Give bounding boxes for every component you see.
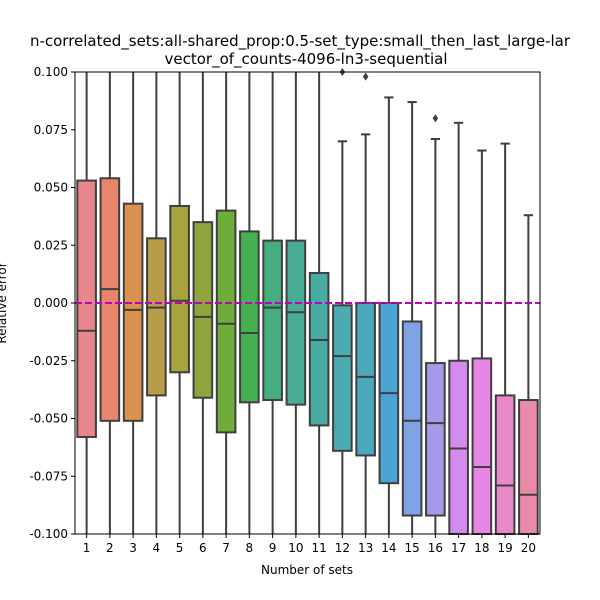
x-tick-label: 15 — [404, 541, 419, 555]
x-tick-label: 1 — [83, 541, 91, 555]
box-body — [262, 239, 283, 402]
x-axis-label: Number of sets — [261, 563, 353, 577]
box-body — [308, 271, 330, 427]
box-body — [76, 179, 97, 438]
box-9 — [262, 72, 283, 534]
y-tick-label: 0.100 — [34, 65, 68, 79]
chart-title-line1: n-correlated_sets:all-shared_prop:0.5-se… — [30, 32, 571, 51]
x-axis: 1 2 3 4 5 6 7 8 9 10 11 12 13 14 15 16 17 18 19 20 — [83, 534, 536, 555]
box-17 — [448, 121, 469, 535]
box-body — [146, 237, 167, 397]
y-tick-label: -0.075 — [29, 469, 68, 483]
box-11 — [308, 72, 330, 534]
y-tick-label: -0.050 — [29, 412, 68, 426]
y-tick-label: 0.025 — [34, 238, 68, 252]
x-tick-label: 12 — [335, 541, 350, 555]
box-12 — [332, 68, 353, 534]
box-body — [425, 362, 446, 517]
box-3 — [122, 72, 144, 534]
x-tick-label: 18 — [474, 541, 489, 555]
x-tick-label: 10 — [288, 541, 303, 555]
x-tick-label: 4 — [153, 541, 161, 555]
chart-title-line2: vector_of_counts-4096-ln3-sequential — [164, 50, 447, 69]
y-tick-label: -0.100 — [29, 527, 68, 541]
box-body — [122, 202, 144, 422]
box-5 — [169, 72, 190, 534]
x-tick-label: 3 — [129, 541, 137, 555]
plot-area — [74, 68, 541, 535]
box-20 — [518, 214, 539, 535]
box-2 — [99, 72, 121, 534]
box-body — [518, 399, 539, 535]
box-body — [169, 204, 190, 374]
box-body — [401, 320, 423, 517]
box-6 — [192, 72, 214, 534]
x-tick-label: 8 — [246, 541, 254, 555]
x-tick-label: 14 — [381, 541, 396, 555]
box-body — [99, 177, 121, 422]
box-body — [448, 359, 469, 535]
x-tick-label: 17 — [451, 541, 466, 555]
y-tick-label: -0.025 — [29, 354, 68, 368]
y-tick-label: 0.075 — [34, 123, 68, 137]
outlier-point — [362, 72, 369, 81]
x-tick-label: 13 — [358, 541, 373, 555]
y-tick-label: 0.000 — [34, 296, 68, 310]
box-body — [285, 239, 307, 406]
box-body — [494, 394, 516, 535]
x-tick-label: 5 — [176, 541, 184, 555]
box-18 — [471, 149, 493, 535]
y-tick-label: 0.050 — [34, 181, 68, 195]
box-10 — [285, 72, 307, 534]
box-body — [239, 230, 260, 404]
box-body — [471, 357, 493, 535]
box-body — [192, 221, 214, 399]
x-tick-label: 9 — [269, 541, 277, 555]
y-axis-label: Relative error — [0, 262, 9, 343]
y-axis: 0.100 0.075 0.050 0.025 0.000 -0.025 -0.050 -0.… — [29, 65, 75, 541]
box-body — [332, 304, 353, 452]
box-1 — [76, 72, 97, 534]
box-8 — [239, 72, 260, 534]
x-tick-label: 11 — [311, 541, 326, 555]
x-tick-label: 19 — [497, 541, 512, 555]
box-16 — [425, 114, 446, 534]
box-14 — [378, 96, 400, 534]
box-15 — [401, 101, 423, 534]
x-tick-label: 7 — [222, 541, 230, 555]
x-tick-label: 16 — [428, 541, 443, 555]
box-body — [215, 209, 237, 434]
box-4 — [146, 72, 167, 534]
outlier-point — [432, 114, 439, 123]
box-19 — [494, 142, 516, 535]
x-tick-label: 20 — [521, 541, 536, 555]
x-tick-label: 6 — [199, 541, 207, 555]
box-body — [355, 302, 376, 457]
box-7 — [215, 72, 237, 534]
x-tick-label: 2 — [106, 541, 114, 555]
